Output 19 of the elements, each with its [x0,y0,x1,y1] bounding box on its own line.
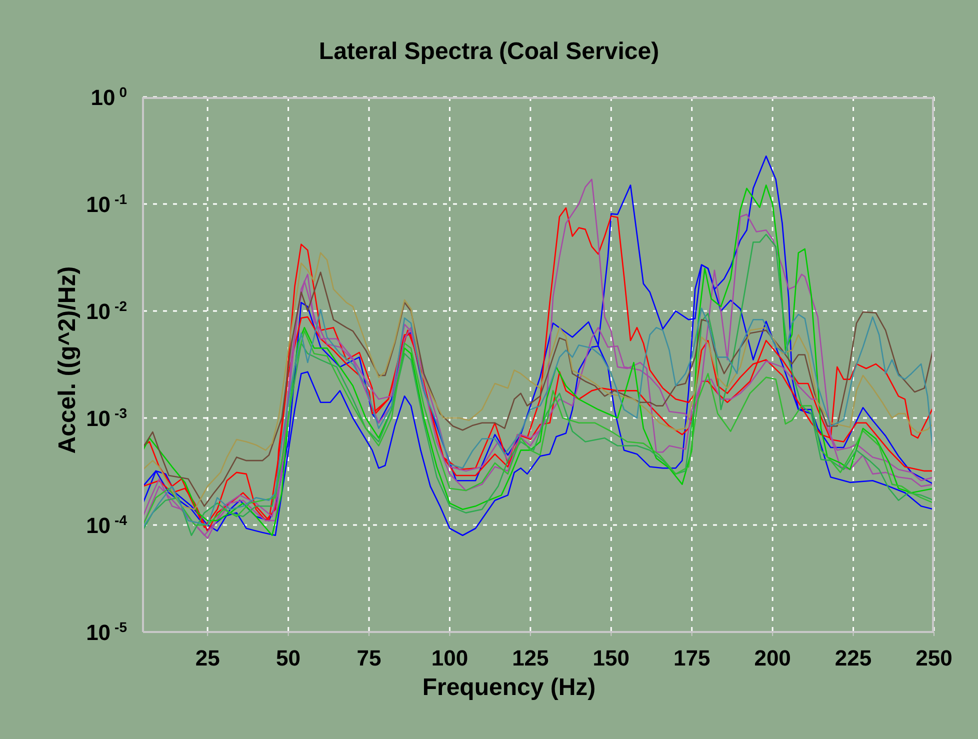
x-tick-label: 225 [834,646,872,671]
chart-title: Lateral Spectra (Coal Service) [318,38,660,66]
x-tick-label: 25 [195,646,220,671]
y-tick-label: 10$^{-2}$ [86,298,128,324]
y-tick-label: 10$^{0}$ [90,84,128,110]
x-tick-label: 150 [592,646,630,671]
y-axis-title: Accel. ((g^2)/Hz) [54,266,82,454]
y-tick-label: 10$^{-3}$ [86,405,128,431]
y-tick-label: 10$^{-5}$ [86,619,128,645]
x-tick-label: 200 [754,646,791,671]
y-tick-label: 10$^{-4}$ [86,512,128,538]
x-tick-label: 100 [431,646,468,671]
x-axis-title: Frequency (Hz) [421,674,597,702]
x-tick-label: 175 [674,646,710,671]
x-tick-label: 250 [916,646,952,671]
y-tick-label: 10$^{-1}$ [86,191,128,217]
x-tick-label: 125 [512,646,549,671]
x-tick-label: 75 [356,646,382,671]
x-tick-label: 50 [276,646,301,671]
